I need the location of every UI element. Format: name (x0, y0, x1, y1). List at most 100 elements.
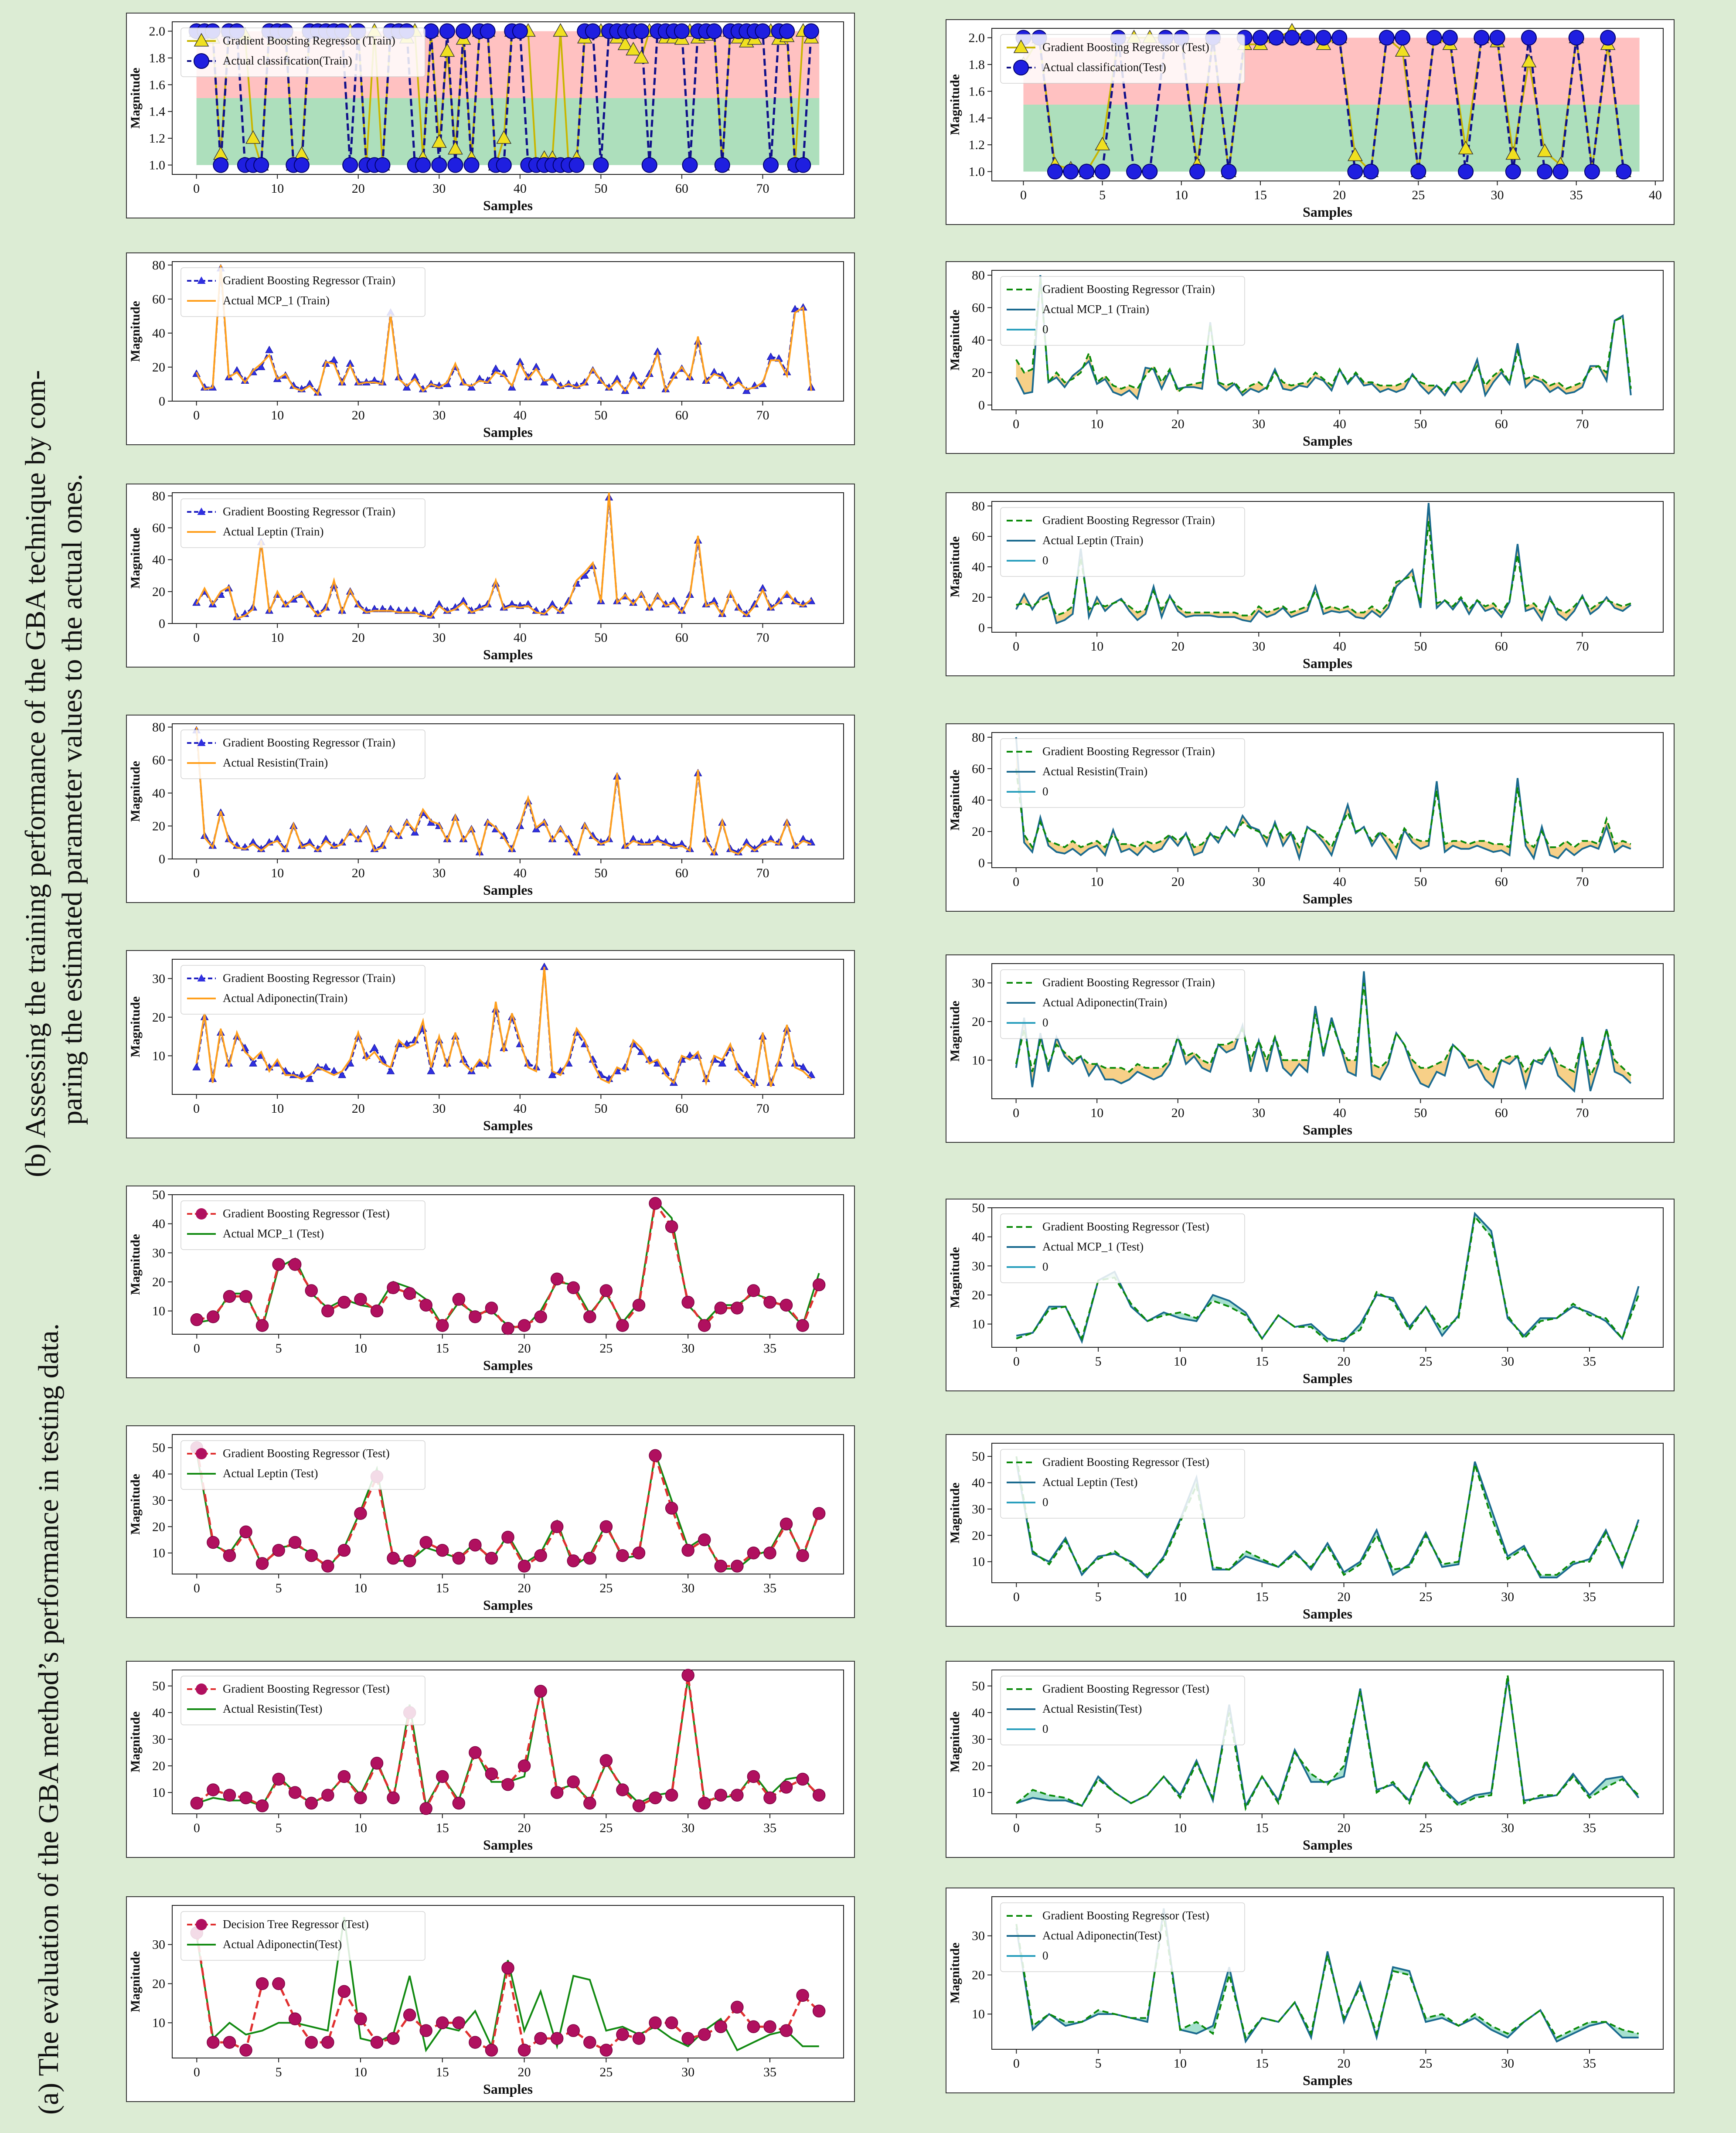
x-tick-label: 10 (354, 1581, 367, 1595)
actual-marker (1458, 164, 1474, 180)
actual-marker (1315, 30, 1331, 46)
predicted-marker (812, 1507, 826, 1520)
y-tick-label: 0 (978, 621, 985, 635)
y-tick-label: 10 (972, 1317, 985, 1332)
actual-marker (779, 23, 795, 39)
legend-label: Actual classification(Test) (1042, 61, 1166, 74)
x-tick-label: 5 (1095, 1590, 1102, 1604)
plot-area (172, 1670, 844, 1814)
predicted-marker (1521, 54, 1537, 68)
actual-marker (1489, 30, 1505, 46)
predicted-marker (779, 1517, 793, 1531)
legend: Gradient Boosting Regressor (Train) Actua… (180, 27, 425, 77)
y-tick-label: 20 (972, 1288, 985, 1302)
series-line-Actual MCP_1 (Train) (1015, 275, 1632, 400)
legend-label: Gradient Boosting Regressor (Train) (223, 34, 395, 47)
x-tick-label: 40 (1333, 875, 1346, 889)
legend: Gradient Boosting Regressor (Test) Actual… (180, 1200, 425, 1250)
legend-label: Actual MCP_1 (Train) (223, 294, 330, 307)
y-tick-label: 20 (972, 1968, 985, 1982)
predicted-marker (550, 1520, 564, 1533)
predicted-marker (665, 2016, 678, 2029)
chart-leptin_test: 0 5 10 15 20 25 30 35 10 20 30 40 50 Samples Magnitude… (126, 1425, 855, 1618)
legend-label: Gradient Boosting Regressor (Train) (223, 736, 395, 749)
predicted-marker (207, 2036, 220, 2049)
predicted-marker (616, 1549, 629, 1562)
legend-marker (196, 1448, 207, 1459)
x-axis-label: Samples (1303, 2072, 1352, 2088)
y-tick-label: 20 (972, 590, 985, 605)
y-tick-label: 10 (152, 1785, 165, 1800)
y-axis-label: Magnitude (948, 1711, 962, 1772)
predicted-marker (616, 1319, 629, 1332)
legend-label: Gradient Boosting Regressor (Test) (223, 1447, 390, 1460)
predicted-marker (1537, 143, 1552, 157)
predicted-marker (617, 36, 633, 50)
y-tick-label: 20 (972, 365, 985, 380)
actual-marker (795, 157, 811, 173)
x-tick-label: 10 (1174, 1354, 1187, 1369)
legend: Gradient Boosting Regressor (Train) Actua… (180, 965, 425, 1015)
y-tick-label: 40 (152, 1706, 165, 1720)
predicted-marker (1458, 140, 1474, 154)
predicted-marker (731, 1560, 744, 1573)
x-tick-label: 60 (1495, 417, 1508, 431)
x-tick-label: 20 (352, 630, 365, 645)
legend-label: Gradient Boosting Regressor (Train) (223, 274, 395, 287)
x-axis-label: Samples (1303, 1122, 1352, 1138)
x-tick-label: 35 (1583, 2056, 1596, 2071)
predicted-marker (436, 1770, 449, 1783)
predicted-marker (485, 1302, 498, 1315)
actual-marker (674, 23, 690, 39)
x-axis-label: Samples (1303, 1606, 1352, 1622)
x-axis-label: Samples (1303, 1370, 1352, 1386)
x-tick-label: 0 (1020, 188, 1027, 202)
predicted-marker (330, 1066, 338, 1074)
x-tick-label: 10 (1174, 1821, 1187, 1835)
predicted-marker (436, 1319, 449, 1332)
predicted-marker (779, 1298, 793, 1312)
x-tick-label: 10 (1090, 639, 1103, 654)
y-tick-label: 40 (972, 560, 985, 574)
y-tick-label: 30 (152, 1732, 165, 1747)
y-axis-label: Magnitude (128, 996, 143, 1057)
predicted-marker (245, 130, 261, 144)
x-tick-label: 10 (271, 630, 284, 645)
predicted-marker (419, 1536, 432, 1549)
legend-label: Gradient Boosting Regressor (Train) (223, 505, 395, 518)
predicted-marker (583, 1552, 596, 1565)
difference-fill (1016, 737, 1631, 859)
predicted-marker (370, 1304, 384, 1318)
x-tick-label: 35 (1570, 188, 1583, 202)
y-tick-label: 20 (152, 1010, 165, 1025)
x-tick-label: 30 (681, 2065, 694, 2079)
series-line-Gradient Boosting Regressor (Test) (1015, 1456, 1640, 1576)
x-tick-label: 25 (1412, 188, 1425, 202)
x-tick-label: 0 (1013, 875, 1019, 889)
legend-label: 0 (1042, 1260, 1048, 1273)
actual-marker (1189, 164, 1205, 180)
predicted-marker (257, 362, 266, 370)
predicted-marker (190, 1796, 204, 1810)
legend-label: 0 (1042, 323, 1048, 336)
x-axis-label: Samples (1303, 1837, 1352, 1853)
y-axis-label: Magnitude (948, 74, 962, 135)
x-tick-label: 35 (763, 1341, 776, 1356)
predicted-marker (288, 1536, 302, 1549)
predicted-marker (223, 2036, 236, 2049)
legend-label: Actual Adiponectin(Train) (1042, 996, 1167, 1009)
predicted-marker (207, 1536, 220, 1549)
predicted-marker (714, 1560, 728, 1573)
predicted-marker (1505, 146, 1521, 160)
x-tick-label: 10 (271, 1101, 284, 1116)
x-tick-label: 40 (1649, 188, 1662, 202)
actual-marker (763, 157, 779, 173)
x-tick-label: 20 (518, 1341, 531, 1356)
y-tick-label: 60 (152, 753, 165, 767)
x-tick-label: 20 (518, 2065, 531, 2079)
predicted-marker (665, 1502, 678, 1515)
x-tick-label: 0 (1013, 639, 1019, 654)
legend-box (1000, 507, 1245, 577)
actual-marker (342, 157, 358, 173)
predicted-marker (403, 2008, 416, 2022)
